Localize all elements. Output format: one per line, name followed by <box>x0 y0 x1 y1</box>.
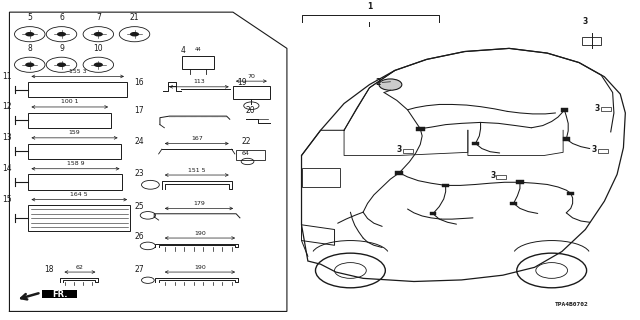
Text: 179: 179 <box>193 201 205 206</box>
Text: 3: 3 <box>592 145 597 154</box>
Text: 151 5: 151 5 <box>188 167 205 172</box>
Text: 100 1: 100 1 <box>61 100 79 104</box>
Text: 21: 21 <box>130 13 140 22</box>
Text: 26: 26 <box>134 232 144 241</box>
Bar <box>563 137 570 141</box>
Text: 158 9: 158 9 <box>67 161 84 166</box>
Text: 190: 190 <box>194 265 206 269</box>
Text: 16: 16 <box>134 78 144 87</box>
Text: 155 3: 155 3 <box>69 69 86 74</box>
Bar <box>497 175 506 179</box>
Text: 3: 3 <box>595 104 600 113</box>
Text: 9: 9 <box>59 44 64 53</box>
Text: 17: 17 <box>134 106 144 115</box>
Text: 44: 44 <box>195 47 202 52</box>
Bar <box>582 37 601 45</box>
Text: 10: 10 <box>93 44 103 53</box>
Text: 27: 27 <box>134 265 144 274</box>
Text: 12: 12 <box>3 102 12 111</box>
Text: TPA4B0702: TPA4B0702 <box>554 302 588 307</box>
Text: 4: 4 <box>180 46 186 55</box>
Circle shape <box>94 32 103 36</box>
Text: 24: 24 <box>134 137 144 146</box>
Bar <box>29 143 120 159</box>
Text: 11: 11 <box>3 72 12 81</box>
Circle shape <box>130 32 139 36</box>
Text: 62: 62 <box>76 265 84 269</box>
Bar <box>601 107 611 111</box>
Bar <box>42 290 77 298</box>
Bar <box>416 126 425 131</box>
Bar <box>29 174 122 189</box>
Text: 8: 8 <box>28 44 32 53</box>
Text: 19: 19 <box>237 78 247 87</box>
Bar <box>510 202 517 205</box>
Bar <box>442 184 449 187</box>
Circle shape <box>25 32 35 36</box>
Text: 3: 3 <box>490 172 495 180</box>
Text: 6: 6 <box>59 13 64 22</box>
Bar <box>430 212 436 215</box>
Bar <box>516 180 524 184</box>
Text: 3: 3 <box>582 17 588 26</box>
Text: 23: 23 <box>134 169 144 178</box>
Text: 7: 7 <box>96 13 100 22</box>
Text: 15: 15 <box>3 195 12 204</box>
Bar <box>301 168 340 187</box>
Text: 5: 5 <box>28 13 32 22</box>
Text: 1: 1 <box>367 2 372 11</box>
Bar <box>182 56 214 69</box>
Circle shape <box>94 62 103 67</box>
Bar <box>29 205 130 231</box>
Circle shape <box>379 79 402 90</box>
Circle shape <box>57 32 66 36</box>
Text: 14: 14 <box>3 164 12 173</box>
Circle shape <box>25 62 35 67</box>
Bar <box>395 171 403 175</box>
Text: 20: 20 <box>246 106 255 115</box>
Bar <box>561 108 568 112</box>
Text: 164 5: 164 5 <box>70 192 88 197</box>
Text: 64: 64 <box>241 151 249 156</box>
Text: FR.: FR. <box>52 290 68 299</box>
Text: 18: 18 <box>44 265 53 274</box>
Text: 190: 190 <box>194 230 206 236</box>
Bar <box>29 82 127 97</box>
Bar <box>233 86 270 99</box>
Text: 22: 22 <box>241 137 251 146</box>
Bar <box>236 149 265 160</box>
Bar <box>472 142 479 145</box>
Text: 2: 2 <box>375 78 380 87</box>
Text: 113: 113 <box>193 79 205 84</box>
Text: 159: 159 <box>68 130 81 135</box>
Bar <box>567 192 574 195</box>
Text: 13: 13 <box>3 133 12 142</box>
Text: 70: 70 <box>248 74 255 79</box>
Text: 25: 25 <box>134 202 144 211</box>
Circle shape <box>57 62 66 67</box>
Bar <box>29 113 111 128</box>
Text: 3: 3 <box>397 145 402 154</box>
Text: 167: 167 <box>191 136 203 141</box>
Bar <box>403 149 413 153</box>
Bar <box>598 149 607 153</box>
